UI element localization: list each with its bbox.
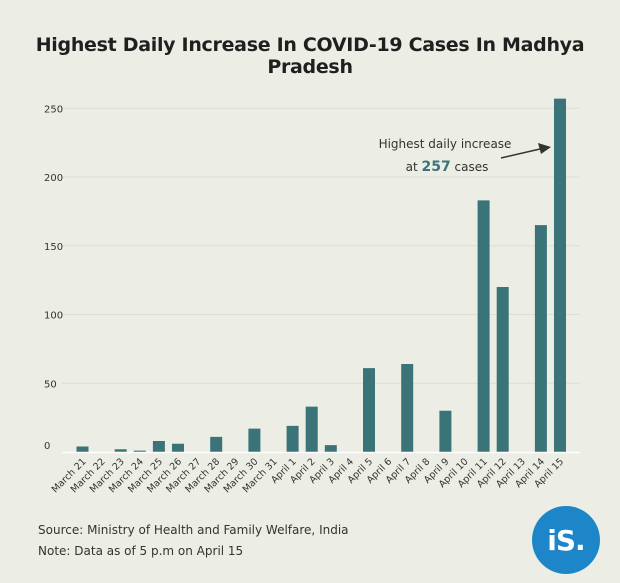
bar (477, 200, 490, 452)
y-tick-label: 100 (44, 311, 63, 322)
chart-title: Highest Daily Increase In COVID-19 Cases… (35, 34, 585, 78)
note-text: Note: Data as of 5 p.m on April 15 (38, 544, 244, 558)
brand-logo: iS. (532, 506, 600, 574)
bar (439, 410, 452, 452)
bar (401, 364, 414, 452)
footer: Source: Ministry of Health and Family We… (38, 520, 349, 562)
bar (305, 406, 318, 452)
y-tick-label: 250 (44, 104, 63, 115)
bar (534, 225, 547, 452)
bar (496, 287, 509, 452)
annotation-prefix: at (406, 160, 422, 174)
annotation-arrow-head (538, 143, 551, 154)
annotation-line-1: Highest daily increase (379, 137, 512, 151)
bar (286, 425, 299, 452)
source-text: Source: Ministry of Health and Family We… (38, 523, 349, 537)
annotation-line-2: at 257 cases (406, 159, 489, 175)
bar (210, 436, 223, 452)
y-tick-label: 150 (44, 242, 63, 253)
bar (248, 428, 261, 452)
bar (114, 449, 127, 452)
y-tick-label: 0 (44, 441, 50, 452)
bar (363, 368, 375, 452)
y-tick-label: 200 (44, 173, 63, 184)
annotation-suffix: cases (451, 160, 489, 174)
bar (76, 446, 89, 452)
bar (172, 443, 184, 452)
y-tick-label: 50 (44, 379, 57, 390)
bar (152, 441, 165, 452)
bar (133, 450, 146, 452)
bar (324, 445, 337, 452)
annotation-arrow-line (500, 148, 541, 159)
annotation-value: 257 (421, 159, 450, 175)
bar (554, 98, 566, 452)
